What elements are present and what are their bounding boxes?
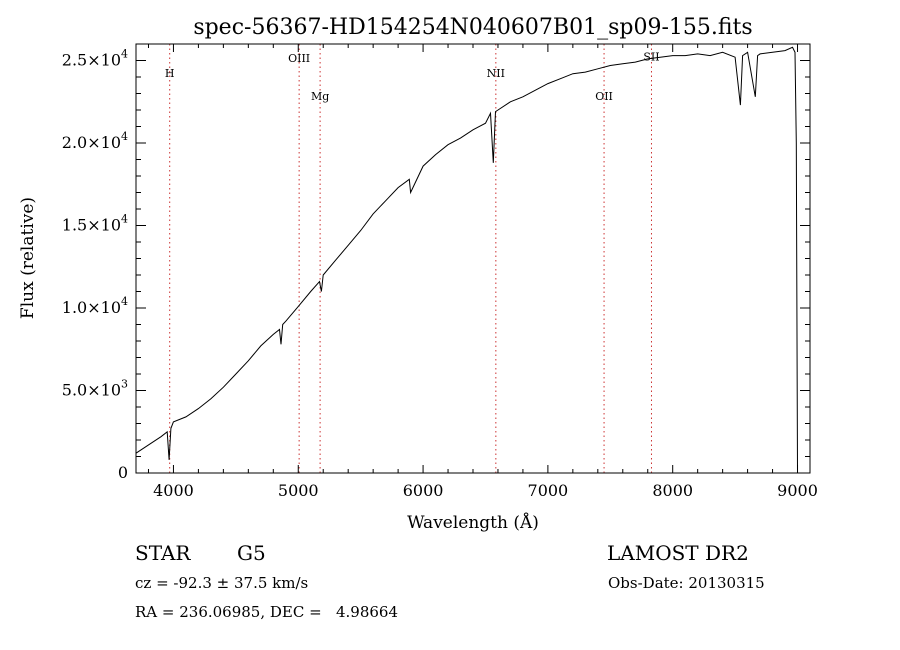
chart-title: spec-56367-HD154254N040607B01_sp09-155.f… [193,15,752,40]
marker-label-1: OIII [288,52,310,65]
x-tick-label-0: 4000 [153,481,194,500]
y-tick-label-1: 5.0×103 [62,378,128,400]
survey-label: LAMOST DR2 [607,541,749,565]
obs-date-text: Obs-Date: 20130315 [608,574,765,592]
spectrum-chart: spec-56367-HD154254N040607B01_sp09-155.f… [18,15,818,533]
y-tick-label-3: 1.5×104 [62,213,128,235]
x-axis-label: Wavelength (Å) [407,512,539,533]
spectrum-line [135,46,798,474]
x-tick-label-1: 5000 [278,481,319,500]
marker-label-4: OII [595,90,613,103]
emission-line-markers: H OIII Mg NII OII SII [165,44,660,473]
y-tick-label-5: 2.5×104 [62,48,128,70]
plot-frame [135,43,811,474]
marker-label-5: SII [643,51,659,64]
marker-label-2: Mg [311,90,329,103]
object-class: STAR [135,541,191,565]
ra-dec-text: RA = 236.06985, DEC = 4.98664 [135,603,399,621]
object-subclass: G5 [237,541,266,565]
x-tick-label-4: 8000 [652,481,693,500]
x-axis-ticks: 4000 5000 6000 7000 8000 9000 [147,44,818,500]
y-axis-label: Flux (relative) [18,197,38,319]
redshift-text: cz = -92.3 ± 37.5 km/s [135,574,309,592]
x-tick-label-2: 6000 [403,481,444,500]
y-tick-label-4: 2.0×104 [62,130,128,152]
y-tick-label-2: 1.0×104 [62,295,128,317]
y-tick-label-0: 0 [118,463,128,482]
marker-label-3: NII [487,67,505,80]
x-tick-label-5: 9000 [777,481,818,500]
marker-label-0: H [165,67,175,80]
x-tick-label-3: 7000 [528,481,569,500]
y-axis-ticks: 0 5.0×103 1.0×104 1.5×104 2.0×104 2.5×104 [62,48,810,482]
